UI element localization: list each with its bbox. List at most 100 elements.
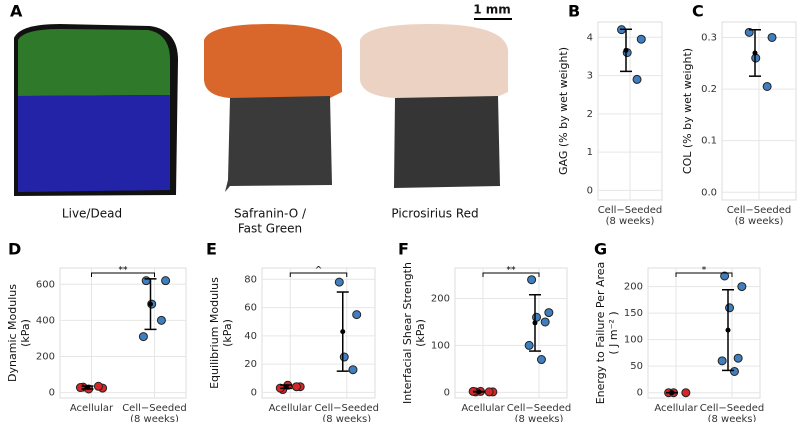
y-tick-label: 2 (587, 109, 593, 120)
panel-letter: A (10, 2, 23, 21)
y-tick-label: 0 (251, 387, 257, 398)
significance-bracket (482, 272, 540, 277)
plot-area (59, 267, 187, 399)
image-caption: Fast Green (238, 222, 302, 236)
y-axis-label: Equilibrium Modulus (208, 277, 221, 389)
y-axis-label: ( J m⁻² ) (607, 311, 620, 354)
data-point (334, 277, 344, 287)
y-tick-label: 0 (444, 387, 450, 398)
mean-point (476, 389, 482, 395)
panel-letter: C (692, 2, 704, 21)
data-point (339, 352, 349, 362)
x-tick-label: (8 weeks) (708, 414, 757, 422)
mean-point (669, 390, 675, 396)
safranin-top (204, 24, 342, 98)
x-tick-label: (8 weeks) (515, 414, 564, 422)
mean-point (752, 50, 758, 56)
x-tick-label: (8 weeks) (606, 216, 655, 227)
safranin-bottom (225, 96, 332, 192)
x-tick-label: Acellular (70, 403, 114, 414)
y-tick-label: 100 (431, 340, 450, 351)
y-axis-label: (kPa) (19, 319, 32, 347)
y-tick-label: 600 (36, 279, 55, 290)
data-point (75, 383, 85, 393)
scale-bar-label: 1 mm (473, 3, 511, 17)
data-point (348, 365, 358, 375)
y-tick-label: 0.1 (701, 136, 717, 147)
mean-point (148, 301, 153, 307)
data-point (93, 381, 103, 391)
mean-point (283, 384, 289, 390)
data-point (161, 276, 171, 286)
x-tick-label: Cell−Seeded (507, 403, 572, 414)
y-tick-label: 40 (244, 331, 257, 342)
y-tick-label: 0 (49, 388, 55, 399)
y-tick-label: 50 (630, 361, 643, 372)
significance-label: * (702, 266, 707, 276)
x-tick-label: Cell−Seeded (122, 403, 187, 414)
y-tick-label: 4 (587, 32, 593, 43)
x-tick-label: Cell−Seeded (598, 205, 663, 216)
y-axis-label: Energy to Failure Per Area (594, 262, 607, 405)
y-tick-label: 0 (587, 185, 593, 196)
y-axis-label: Interfacial Shear Strength (401, 262, 414, 404)
data-point (729, 366, 739, 376)
data-point (681, 388, 691, 398)
picrosirius-bottom (394, 96, 500, 188)
data-point (733, 353, 743, 363)
x-tick-label: Cell−Seeded (700, 403, 765, 414)
significance-label: ** (507, 266, 517, 276)
mean-point (725, 327, 731, 333)
picrosirius-top (360, 24, 508, 98)
panel-letter: B (568, 2, 580, 21)
data-point (156, 315, 166, 325)
mean-point (623, 47, 629, 53)
data-point (484, 387, 494, 397)
y-tick-label: 200 (431, 294, 450, 305)
y-tick-label: 200 (36, 351, 55, 362)
y-tick-label: 0.0 (701, 187, 717, 198)
data-point (352, 310, 362, 320)
y-tick-label: 20 (244, 359, 257, 370)
x-tick-label: Acellular (654, 403, 698, 414)
y-tick-label: 60 (244, 303, 257, 314)
panel-letter: D (8, 240, 21, 259)
x-tick-label: Acellular (461, 403, 505, 414)
y-tick-label: 3 (587, 71, 593, 82)
y-tick-label: 100 (624, 335, 643, 346)
data-point (632, 74, 642, 84)
image-caption: Live/Dead (62, 207, 122, 221)
mean-point (85, 385, 90, 391)
panel-letter: F (398, 240, 409, 259)
significance-bracket (289, 272, 348, 277)
significance-bracket (675, 272, 733, 277)
data-point (544, 308, 554, 318)
data-point (767, 32, 777, 42)
x-tick-label: Cell−Seeded (314, 403, 379, 414)
y-tick-label: 0.3 (701, 32, 717, 43)
data-point (737, 282, 747, 292)
y-tick-label: 80 (244, 274, 257, 285)
data-point (291, 382, 301, 392)
y-tick-label: 0 (637, 388, 643, 399)
x-tick-label: (8 weeks) (322, 414, 371, 422)
y-tick-label: 400 (36, 315, 55, 326)
significance-label: ** (119, 266, 129, 276)
data-point (532, 312, 542, 322)
x-tick-label: (8 weeks) (130, 414, 179, 422)
y-axis-label: Dynamic Modulus (6, 284, 19, 382)
data-point (636, 34, 646, 44)
data-point (524, 340, 534, 350)
panel-letter: E (206, 240, 217, 259)
y-tick-label: 1 (587, 147, 593, 158)
data-point (527, 275, 537, 285)
data-point (540, 317, 550, 327)
significance-label: ^ (315, 266, 323, 276)
y-axis-label: (kPa) (221, 319, 234, 347)
image-caption: Safranin-O / (234, 207, 307, 221)
live-region (18, 29, 170, 96)
significance-bracket (91, 272, 155, 277)
panel-letter: G (594, 240, 607, 259)
